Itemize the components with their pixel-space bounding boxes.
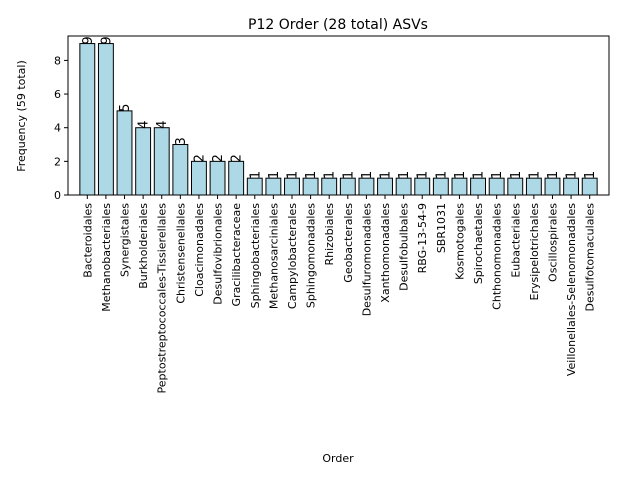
bar-sbr1031 xyxy=(432,177,449,196)
bar-kosmotogales xyxy=(451,177,468,196)
bars-group xyxy=(79,43,598,196)
data-label: 1 xyxy=(304,171,319,179)
x-tick-label: Chthonomonadales xyxy=(491,203,504,310)
data-label: 9 xyxy=(99,36,114,44)
bar-burkholderiales xyxy=(135,127,152,196)
data-label: 1 xyxy=(285,171,300,179)
x-tick-label: Christensenellales xyxy=(174,203,187,304)
bar-erysipelotrichales xyxy=(525,177,542,196)
bar-christensenellales xyxy=(172,144,189,196)
x-tick-label: Burkholderiales xyxy=(137,203,150,289)
data-label: 2 xyxy=(230,154,245,162)
bar-geobacterales xyxy=(339,177,356,196)
x-tick-label: Methanosarciniales xyxy=(267,203,280,309)
bar-sphingomonadales xyxy=(302,177,319,196)
bar-desulfobulbales xyxy=(395,177,412,196)
data-label: 1 xyxy=(248,171,263,179)
data-label: 1 xyxy=(360,171,375,179)
y-tick-label: 0 xyxy=(54,189,61,202)
x-tick-label: Oscillospirales xyxy=(546,203,559,282)
x-tick-label: Cloacimonadales xyxy=(193,203,206,297)
data-label: 1 xyxy=(267,171,282,179)
x-tick-label: Rhizobiales xyxy=(323,203,336,266)
data-label: 1 xyxy=(490,171,505,179)
data-label: 9 xyxy=(81,36,96,44)
x-tick-label: RBG-13-54-9 xyxy=(416,203,429,273)
bar-campylobacterales xyxy=(284,177,300,196)
x-tick-label: Eubacteriales xyxy=(509,203,522,278)
bar-desulfuromonadales xyxy=(358,177,375,196)
bar-eubacteriales xyxy=(507,177,524,196)
x-tick-label: Sphingobacteriales xyxy=(249,203,262,309)
data-label: 1 xyxy=(416,171,431,179)
y-tick-label: 2 xyxy=(54,155,61,168)
data-label: 1 xyxy=(434,171,449,179)
x-tick-label: Gracilibacteraceae xyxy=(230,203,243,307)
data-label: 1 xyxy=(341,171,356,179)
y-axis-label: Frequency (59 total) xyxy=(15,60,28,172)
data-label: 1 xyxy=(583,171,598,179)
x-tick-label: Kosmotogales xyxy=(453,203,466,280)
data-label: 1 xyxy=(453,171,468,179)
x-tick-label: Veillonellales-Selenomonadales xyxy=(565,203,578,376)
data-label: 1 xyxy=(527,171,542,179)
bar-rhizobiales xyxy=(321,177,338,196)
data-label: 1 xyxy=(565,171,580,179)
x-tick-label: Geobacterales xyxy=(342,203,355,283)
bar-xanthomonadales xyxy=(377,177,393,196)
x-tick-label: Xanthomonadales xyxy=(379,203,392,303)
data-label: 3 xyxy=(174,137,189,145)
x-tick-label: Bacteroidales xyxy=(81,203,94,278)
bar-desulfovibrionales xyxy=(209,160,226,196)
data-labels-group: 9 954 432 2 21 1 1 1 1 1 1 1 1 1 1 1 1 1 1 1 1 1 1 xyxy=(81,36,598,179)
data-label: 5 xyxy=(118,104,133,112)
bar-veillonellales-selenomonadales xyxy=(563,177,580,196)
bar-synergistales xyxy=(116,110,133,196)
y-tick-label: 8 xyxy=(54,54,61,67)
bar-rbg-13-54-9 xyxy=(414,177,431,196)
y-axis: 0 2 4 6 8 xyxy=(54,54,68,202)
bar-peptostreptococcales-tissierellales xyxy=(153,127,170,196)
x-tick-label: Erysipelotrichales xyxy=(528,203,541,301)
bar-gracilibacteraceae xyxy=(228,160,245,196)
x-tick-label: Peptostreptococcales-Tissierellales xyxy=(156,203,169,394)
x-tick-label: Desulfobulbales xyxy=(398,203,411,291)
chart-title: P12 Order (28 total) ASVs xyxy=(248,17,428,33)
x-tick-label: Spirochaetales xyxy=(472,203,485,284)
plot-frame xyxy=(67,35,610,196)
data-label: 4 xyxy=(155,120,170,128)
bar-chthonomonadales xyxy=(488,177,505,196)
bar-cloacimonadales xyxy=(191,160,207,196)
data-label: 2 xyxy=(211,154,226,162)
data-label: 1 xyxy=(509,171,524,179)
data-label: 4 xyxy=(137,120,152,128)
x-tick-label: SBR1031 xyxy=(435,203,448,253)
data-label: 1 xyxy=(472,171,487,179)
data-label: 1 xyxy=(397,171,412,179)
bar-desulfotomaculales xyxy=(581,177,598,196)
x-tick-label: Desulfovibrionales xyxy=(212,203,225,305)
data-label: 1 xyxy=(546,171,561,179)
bar-methanosarciniales xyxy=(265,177,282,196)
y-tick-label: 6 xyxy=(54,88,61,101)
x-tick-label: Methanobacteriales xyxy=(100,203,113,312)
x-axis: Bacteroidales Methanobacteriales Synergist… xyxy=(81,195,597,394)
x-tick-label: Sphingomonadales xyxy=(305,203,318,308)
data-label: 2 xyxy=(192,154,207,162)
x-tick-label: Campylobacterales xyxy=(286,203,299,309)
bar-oscillospirales xyxy=(544,177,561,196)
x-tick-label: Synergistales xyxy=(119,203,132,277)
x-axis-label: Order xyxy=(322,452,354,465)
y-tick-label: 4 xyxy=(54,122,61,135)
data-label: 1 xyxy=(379,171,394,179)
x-tick-label: Desulfotomaculales xyxy=(584,203,597,312)
bar-bacteroidales xyxy=(79,43,96,196)
bar-methanobacteriales xyxy=(97,43,114,196)
bar-spirochaetales xyxy=(470,177,486,196)
x-tick-label: Desulfuromonadales xyxy=(360,203,373,317)
data-label: 1 xyxy=(323,171,338,179)
bar-sphingobacteriales xyxy=(246,177,263,196)
